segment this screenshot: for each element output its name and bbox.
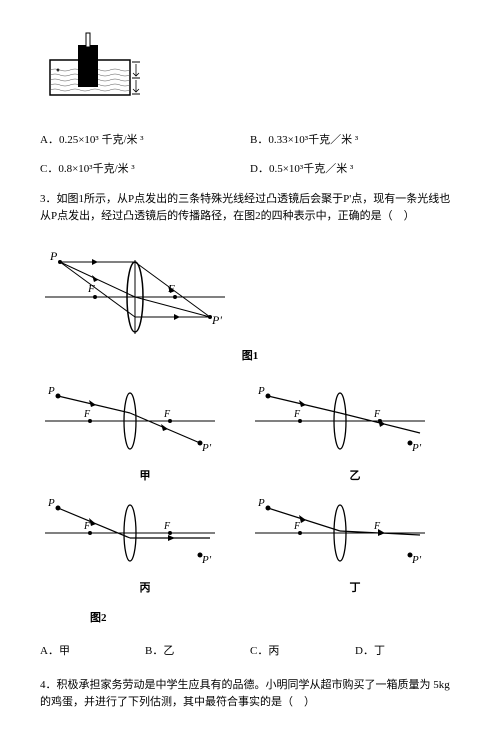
q3-option-d: D．丁 [355,643,460,661]
q3-option-c: C．丙 [250,643,355,661]
svg-text:F: F [373,409,381,420]
svg-text:P': P' [211,313,222,327]
question-3-text: 3．如图1所示，从P点发出的三条特殊光线经过凸透镜后会聚于P'点，现有一条光线也… [40,191,460,226]
svg-text:P: P [47,497,55,509]
figure-1-label: 图1 [40,348,460,366]
option-a: A．0.25×10³ 千克/米 ³ [40,132,250,150]
q3-option-a: A．甲 [40,643,145,661]
label-bing: 丙 [40,580,250,598]
svg-text:F: F [163,521,171,532]
svg-text:P: P [49,249,58,263]
option-d: D．0.5×10³千克／米 ³ [250,161,460,179]
sub-diagram-bing: P F F P' 丙 [40,493,250,597]
svg-text:P: P [257,385,265,397]
density-options-row-2: C．0.8×10³千克/米 ³ D．0.5×10³千克／米 ³ [40,161,460,179]
svg-text:P': P' [201,442,212,454]
label-ding: 丁 [250,580,460,598]
svg-text:F: F [293,409,301,420]
label-jia: 甲 [40,468,250,486]
svg-text:P': P' [411,554,422,566]
sub-diagram-ding: P F F P' 丁 [250,493,460,597]
svg-text:F: F [163,409,171,420]
figure-1-svg: P F F P' [40,242,230,337]
figure-2-block: P F F P' 甲 P F [40,381,460,627]
figure-1-block: P F F P' 图1 [40,242,460,365]
svg-text:P: P [257,497,265,509]
svg-text:P: P [47,385,55,397]
svg-text:F: F [83,521,91,532]
q3-options: A．甲 B．乙 C．丙 D．丁 [40,643,460,661]
density-apparatus-figure [40,30,460,112]
label-yi: 乙 [250,468,460,486]
svg-text:F: F [293,521,301,532]
svg-text:P': P' [201,554,212,566]
svg-text:P': P' [411,442,422,454]
sub-diagram-jia: P F F P' 甲 [40,381,250,485]
figure-2-label: 图2 [90,610,460,628]
svg-text:F: F [83,409,91,420]
option-b: B．0.33×10³千克／米 ³ [250,132,460,150]
density-options-row-1: A．0.25×10³ 千克/米 ³ B．0.33×10³千克／米 ³ [40,132,460,150]
q3-option-b: B．乙 [145,643,250,661]
sub-diagram-yi: P F F P' 乙 [250,381,460,485]
option-c: C．0.8×10³千克/米 ³ [40,161,250,179]
